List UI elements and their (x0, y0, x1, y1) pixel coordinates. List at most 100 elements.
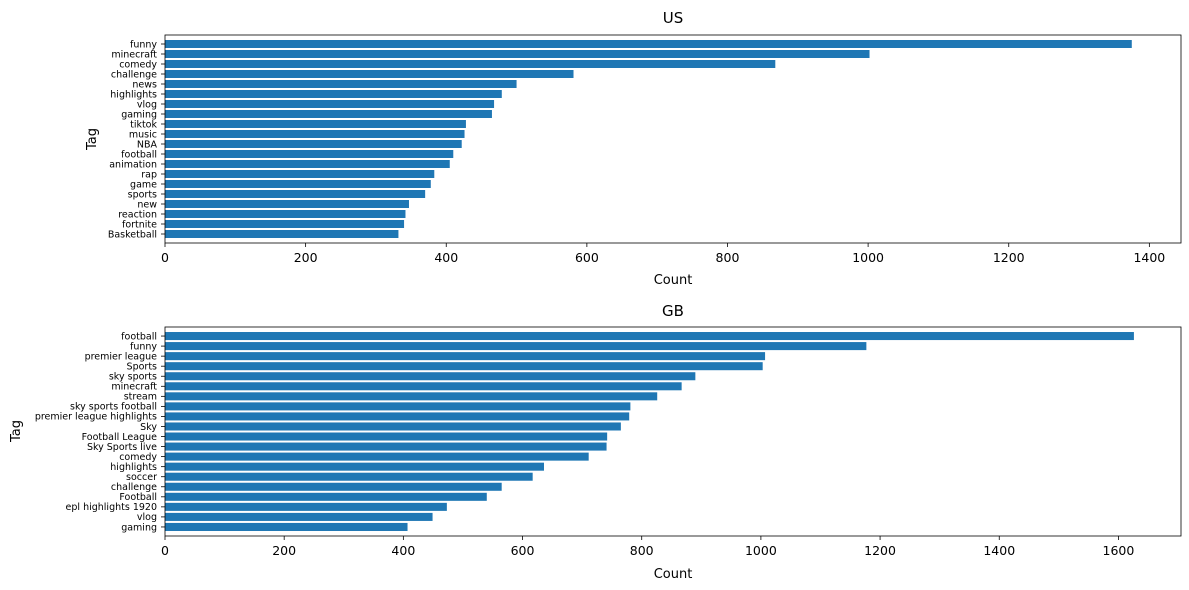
category-label: highlights (110, 89, 157, 100)
category-label: highlights (110, 462, 157, 473)
x-tick-label: 1600 (1103, 543, 1135, 558)
bar (165, 412, 630, 421)
x-tick-label: 1000 (745, 543, 777, 558)
x-tick-label: 400 (391, 543, 415, 558)
category-label: funny (130, 39, 157, 50)
category-label: funny (130, 341, 157, 352)
x-tick-label: 1200 (864, 543, 896, 558)
category-label: minecraft (111, 382, 157, 393)
bar (165, 482, 502, 491)
x-tick-label: 200 (294, 250, 318, 265)
x-tick-label: 1000 (852, 250, 884, 265)
category-label: music (129, 129, 157, 140)
bar (165, 362, 763, 371)
bar (165, 200, 409, 208)
category-label: new (137, 199, 157, 210)
bar (165, 110, 492, 118)
bar (165, 352, 766, 361)
category-label: soccer (126, 472, 157, 483)
chart-panel-us: US Count Tag funnyminecraftcomedychallen… (85, 9, 1182, 288)
chart-title: GB (662, 302, 684, 320)
x-axis-label: Count (654, 567, 693, 582)
category-label: Sky (140, 422, 157, 433)
chart-title: US (663, 9, 684, 27)
bar (165, 190, 426, 198)
bar (165, 40, 1132, 48)
bar (165, 210, 406, 218)
category-label: challenge (111, 482, 157, 493)
x-tick-label: 0 (161, 543, 169, 558)
bar (165, 372, 696, 381)
category-label: tiktok (130, 119, 157, 130)
category-label: Football (119, 492, 157, 503)
category-label: comedy (119, 59, 157, 70)
x-tick-label: 1400 (1133, 250, 1165, 265)
category-label: minecraft (111, 49, 157, 60)
bar (165, 492, 487, 501)
bar (165, 180, 431, 188)
category-label: Football League (82, 432, 157, 443)
category-label: premier league (85, 351, 158, 362)
x-tick-label: 0 (161, 250, 169, 265)
bar (165, 502, 447, 511)
x-tick-label: 1400 (983, 543, 1015, 558)
x-tick-label: 800 (630, 543, 654, 558)
bar (165, 130, 465, 138)
x-tick-label: 800 (716, 250, 740, 265)
x-tick-label: 600 (511, 543, 535, 558)
category-label: Basketball (108, 229, 157, 240)
bar (165, 80, 517, 88)
bar (165, 452, 589, 461)
bar (165, 442, 607, 451)
category-label: Sky Sports live (87, 442, 157, 453)
category-label: game (130, 179, 157, 190)
category-label: stream (124, 392, 157, 403)
bar (165, 150, 454, 158)
bar (165, 50, 870, 58)
bar (165, 472, 533, 481)
bar (165, 462, 544, 471)
bar (165, 220, 405, 228)
plot-frame (164, 34, 1182, 244)
bar (165, 432, 608, 441)
bar (165, 522, 408, 531)
bar (165, 170, 435, 178)
category-label: challenge (111, 69, 157, 80)
category-label: fortnite (122, 219, 157, 230)
category-label: Sports (127, 361, 158, 372)
category-label: premier league highlights (35, 412, 157, 423)
category-label: sky sports football (70, 402, 157, 413)
bar (165, 70, 574, 78)
category-label: sports (128, 189, 157, 200)
category-label: sky sports (109, 372, 157, 383)
plot-frame (164, 326, 1182, 537)
category-label: football (121, 331, 157, 342)
bar (165, 120, 466, 128)
category-label: animation (109, 159, 157, 170)
bar (165, 332, 1134, 341)
bar (165, 60, 776, 68)
y-axis-label: Tag (85, 128, 100, 151)
x-tick-label: 600 (575, 250, 599, 265)
bar (165, 230, 399, 238)
x-axis-label: Count (654, 273, 693, 288)
category-label: gaming (121, 522, 157, 533)
category-label: reaction (118, 209, 157, 220)
category-label: vlog (137, 512, 157, 523)
category-label: vlog (137, 99, 157, 110)
category-label: rap (141, 169, 157, 180)
bar (165, 402, 631, 411)
bar (165, 512, 433, 521)
bar (165, 140, 462, 148)
x-tick-label: 400 (434, 250, 458, 265)
bar (165, 392, 658, 401)
bar (165, 100, 495, 108)
category-label: news (132, 79, 157, 90)
bar (165, 382, 682, 391)
category-label: gaming (121, 109, 157, 120)
bar (165, 422, 621, 431)
bar (165, 160, 450, 168)
category-label: NBA (137, 139, 158, 150)
